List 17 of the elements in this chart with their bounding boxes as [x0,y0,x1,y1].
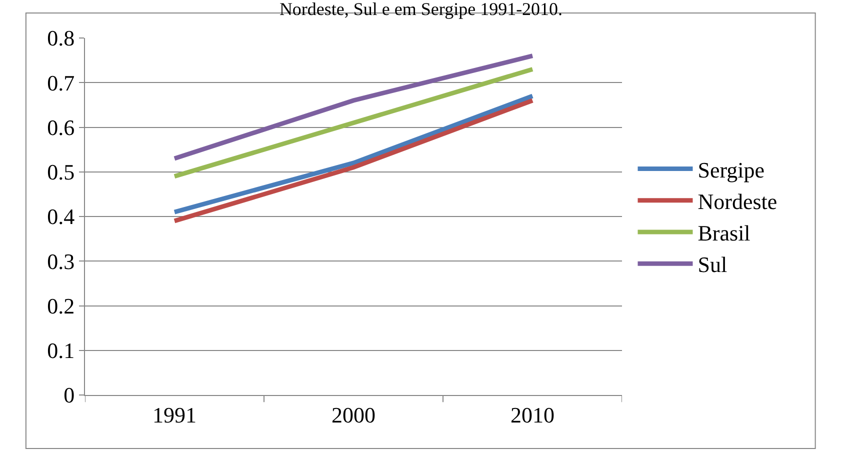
legend-label: Nordeste [698,188,778,214]
y-tick-label: 0.4 [47,204,75,230]
y-tick-label: 0.1 [47,338,75,364]
x-tick-label: 2010 [510,402,554,428]
y-tick-label: 0.2 [47,293,75,318]
x-tick-label: 1991 [152,402,196,428]
y-tick-label: 0.5 [47,160,75,185]
y-tick-label: 0.8 [47,26,75,51]
y-tick-label: 0.7 [47,70,75,96]
x-tick-label: 2000 [332,402,376,428]
legend-label: Sul [698,252,728,278]
y-tick-label: 0.3 [47,248,75,274]
chart-title: Nordeste, Sul e em Sergipe 1991-2010. [279,0,563,19]
legend-label: Brasil [698,220,750,246]
y-tick-label: 0 [64,382,75,408]
legend-label: Sergipe [698,157,765,182]
y-tick-label: 0.6 [47,114,75,140]
